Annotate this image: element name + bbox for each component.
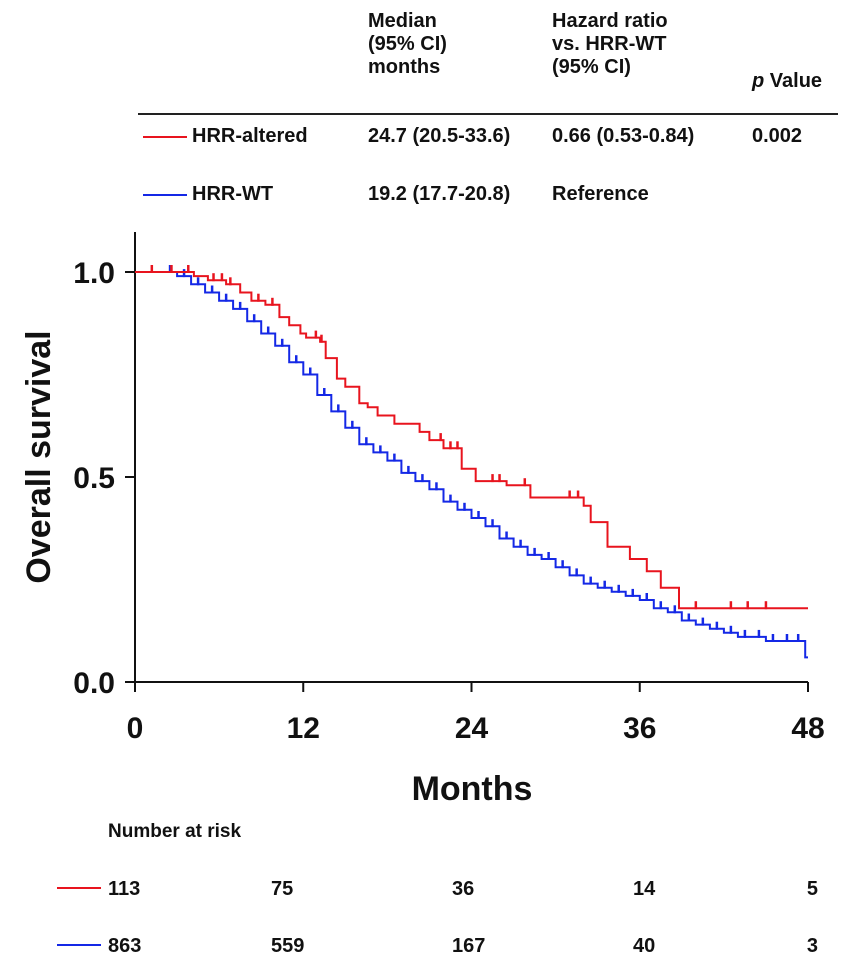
y-tick-label: 1.0 (73, 257, 115, 290)
risk-count-hrr-altered: 14 (633, 878, 656, 900)
hrr-wt-survival-curve (135, 271, 808, 659)
hrr-wt-legend-line (143, 194, 187, 196)
x-tick-label: 0 (127, 712, 144, 745)
hrr-altered-legend-line (143, 136, 187, 138)
hrr-altered-p-value: 0.002 (752, 125, 803, 147)
chart-series (135, 265, 808, 659)
risk-count-hrr-altered: 36 (452, 878, 475, 900)
hrr-altered-median: 24.7 (20.5-33.6) (368, 125, 511, 147)
hrr-wt-hazard-ratio: Reference (552, 183, 649, 205)
risk-count-hrr-wt: 167 (452, 935, 486, 957)
risk-count-hrr-wt: 863 (108, 935, 142, 957)
chart-axes: 0 12 24 36 48 0.0 0.5 1.0 (73, 232, 825, 745)
risk-count-hrr-altered: 75 (271, 878, 294, 900)
hrr-wt-label: HRR-WT (192, 183, 274, 205)
table-header-rule (138, 113, 838, 115)
hrr-altered-survival-curve (135, 271, 808, 610)
risk-count-hrr-wt: 3 (806, 935, 818, 957)
risk-count-hrr-altered: 5 (806, 878, 818, 900)
risk-count-hrr-wt: 40 (633, 935, 656, 957)
risk-count-hrr-altered: 113 (108, 878, 141, 900)
y-tick-label: 0.5 (73, 462, 115, 495)
x-tick-label: 24 (455, 712, 489, 745)
hrr-altered-hazard-ratio: 0.66 (0.53-0.84) (552, 125, 695, 147)
x-tick-label: 12 (287, 712, 320, 745)
risk-hrr-wt-legend-line (57, 944, 101, 946)
risk-count-hrr-wt: 559 (271, 935, 305, 957)
median-column-header: Median (95% CI) months (368, 10, 447, 78)
x-axis-label: Months (412, 770, 533, 808)
hazard-ratio-column-header: Hazard ratio vs. HRR-WT (95% CI) (552, 10, 668, 78)
hrr-wt-median: 19.2 (17.7-20.8) (368, 183, 511, 205)
survival-chart: 0 12 24 36 48 0.0 0.5 1.0 Overall survival Mont… (20, 232, 825, 808)
y-tick-label: 0.0 (73, 667, 115, 700)
hrr-altered-label: HRR-altered (192, 125, 308, 147)
x-tick-label: 48 (791, 712, 824, 745)
y-axis-label: Overall survival (20, 330, 58, 583)
p-value-column-header: p Value (752, 70, 823, 92)
risk-hrr-altered-legend-line (57, 887, 101, 889)
number-at-risk-title: Number at risk (108, 821, 242, 842)
x-tick-label: 36 (623, 712, 656, 745)
